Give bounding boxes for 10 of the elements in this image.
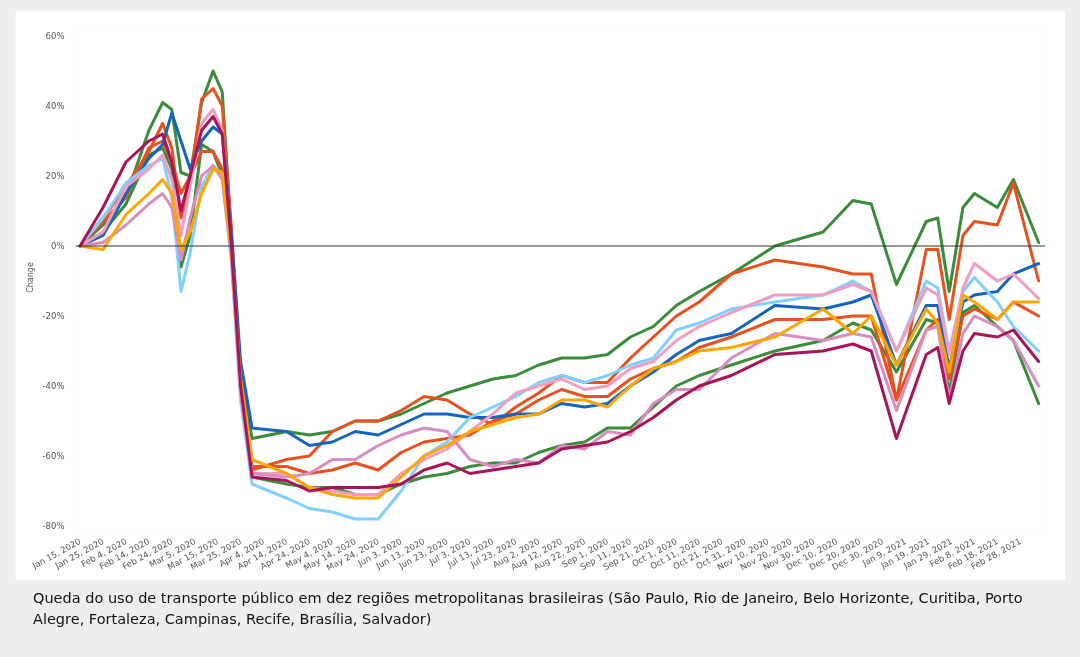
y-tick-label: 0% bbox=[51, 241, 65, 251]
y-axis-title: Change bbox=[25, 262, 35, 293]
text: Queda do uso de transporte público em dez regiões metropolitanas brasileiras (São Paulo, Rio de Janeiro, Belo Horizonte, Curitiba, Porto Alegre, Fortaleza, Campinas, Recife, Brasília, Salvador) bbox=[33, 589, 1024, 629]
y-tick-label: 40% bbox=[45, 101, 65, 111]
y-tick-label: -20% bbox=[42, 311, 65, 321]
y-tick-label: -60% bbox=[42, 451, 65, 461]
y-tick-label: -80% bbox=[42, 521, 65, 531]
y-tick-label: 60% bbox=[45, 31, 65, 41]
y-tick-label: 20% bbox=[45, 171, 65, 181]
y-tick-label: -40% bbox=[42, 381, 65, 391]
